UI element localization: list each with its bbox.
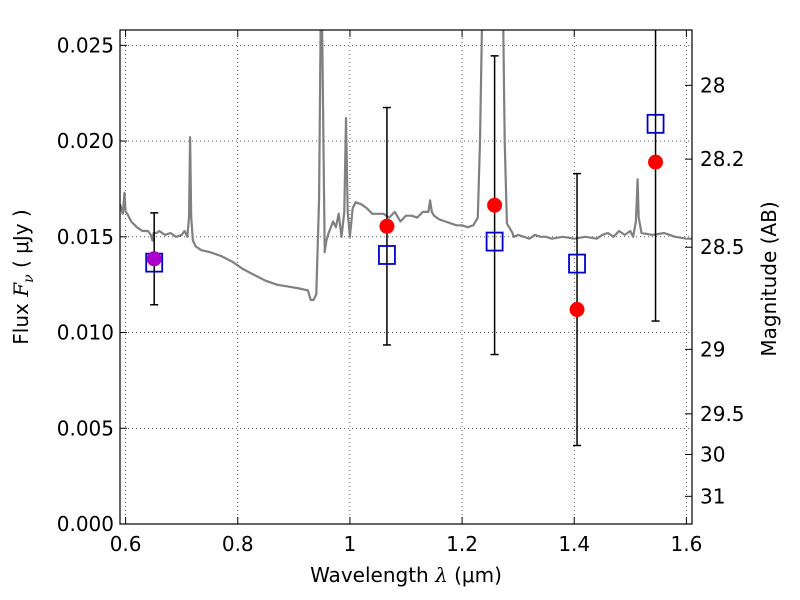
x-axis: 0.6 0.8 1 1.2 1.4 1.6 <box>110 30 702 556</box>
y2-tick-label: 28.2 <box>700 147 745 171</box>
y2-tick-label: 31 <box>700 484 725 508</box>
x-axis-title: Wavelength λ (μm) <box>310 563 502 587</box>
y-tick-label: 0.020 <box>57 129 114 153</box>
x-tick-label: 0.6 <box>110 532 142 556</box>
observed-point <box>146 251 162 267</box>
y-tick-label: 0.025 <box>57 33 114 57</box>
y-tick-label: 0.000 <box>57 512 114 536</box>
marker-layer <box>145 113 665 318</box>
x-tick-label: 1.6 <box>670 532 702 556</box>
y2-axis-title: Magnitude (AB) <box>757 201 781 356</box>
spectrum-line <box>120 30 692 302</box>
y2-tick-label: 28 <box>700 73 725 97</box>
observed-point <box>569 302 585 318</box>
observed-point <box>487 197 503 213</box>
y2-tick-label: 28.5 <box>700 235 745 259</box>
x-tick-label: 1.4 <box>558 532 590 556</box>
y2-tick-label: 30 <box>700 442 725 466</box>
y-tick-label: 0.005 <box>57 416 114 440</box>
y-axis-right: 28 28.2 28.5 29 29.5 30 31 <box>685 73 745 508</box>
y2-tick-label: 29.5 <box>700 402 745 426</box>
model-point <box>378 245 396 265</box>
observed-point <box>379 218 395 234</box>
y-tick-label: 0.015 <box>57 225 114 249</box>
x-tick-label: 1.2 <box>446 532 478 556</box>
spectrum-layer <box>120 30 692 302</box>
y-axis-title: Flux Fν ( μJy ) <box>9 209 37 344</box>
y2-tick-label: 29 <box>700 337 725 361</box>
model-point <box>646 113 665 134</box>
y-tick-label: 0.010 <box>57 321 114 345</box>
model-point <box>485 231 504 252</box>
model-point <box>568 253 586 274</box>
observed-point <box>648 154 664 170</box>
plot-frame <box>119 29 693 525</box>
x-tick-label: 0.8 <box>222 532 254 556</box>
y-axis-left: 0.000 0.005 0.010 0.015 0.020 0.025 <box>57 33 127 536</box>
x-tick-label: 1 <box>344 532 357 556</box>
